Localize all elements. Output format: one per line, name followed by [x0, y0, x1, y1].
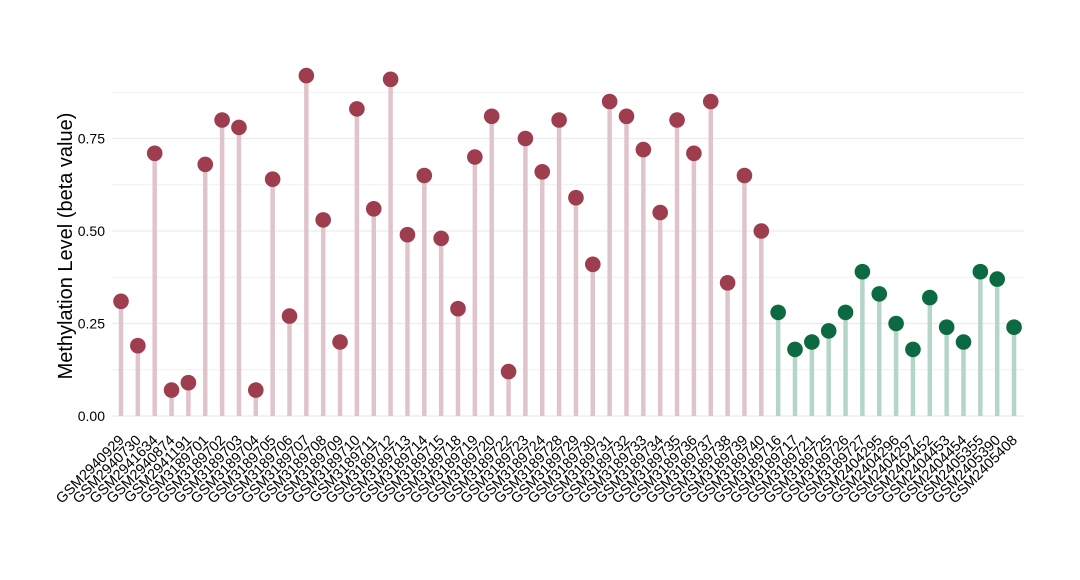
lollipop-point	[315, 212, 332, 228]
lollipop-point	[601, 93, 618, 110]
lollipop-point	[130, 337, 146, 354]
lollipop-point	[332, 334, 348, 350]
lollipop-point	[652, 204, 668, 221]
lollipop-stems	[118, 75, 1017, 416]
lollipop-point	[702, 93, 719, 110]
lollipop-point	[180, 374, 197, 391]
lollipop-point	[163, 382, 180, 398]
y-tick-label: 0.50	[78, 223, 105, 239]
lollipop-point	[467, 149, 483, 165]
lollipop-point	[770, 304, 786, 321]
lollipop-point	[365, 201, 382, 217]
lollipop-point	[669, 112, 685, 128]
lollipop-point	[888, 315, 904, 332]
y-axis-title: Methylation Level (beta value)	[55, 113, 77, 380]
lollipop-point	[433, 230, 449, 247]
lollipop-point	[248, 382, 264, 398]
lollipop-point	[686, 145, 702, 162]
lollipop-point	[989, 271, 1005, 287]
lollipop-point	[804, 334, 820, 350]
lollipop-point	[585, 256, 601, 273]
lollipop-point	[736, 167, 753, 184]
lollipop-point	[551, 112, 567, 128]
lollipop-point	[214, 112, 230, 128]
lollipop-point	[298, 67, 315, 84]
y-tick-label: 0.00	[78, 408, 105, 424]
lollipop-point	[837, 304, 854, 321]
lollipop-point	[1006, 319, 1022, 336]
lollipop-dots	[113, 67, 1022, 398]
lollipop-point	[416, 167, 433, 184]
lollipop-point	[955, 334, 972, 350]
lollipop-point	[568, 189, 584, 206]
lollipop-point	[635, 141, 652, 158]
lollipop-point	[854, 263, 871, 280]
lollipop-point	[534, 164, 551, 180]
y-tick-label: 0.25	[78, 316, 105, 332]
lollipop-point	[450, 300, 466, 317]
lollipop-point	[264, 171, 281, 187]
y-axis: 0.00 0.25 0.50 0.75	[78, 131, 105, 425]
lollipop-point	[197, 156, 214, 173]
lollipop-point	[399, 226, 416, 243]
x-axis: GSM2940929GSM2940730GSM2941634GSM2940874…	[53, 433, 1021, 508]
lollipop-point	[146, 145, 163, 162]
lollipop-point	[820, 323, 837, 339]
lollipop-point	[517, 130, 534, 147]
lollipop-point	[753, 223, 770, 239]
lollipop-point	[113, 293, 129, 310]
lollipop-point	[483, 108, 500, 125]
lollipop-point	[972, 263, 989, 280]
lollipop-point	[871, 286, 888, 302]
lollipop-point	[382, 71, 399, 88]
lollipop-point	[281, 308, 298, 324]
lollipop-point	[922, 289, 938, 306]
lollipop-point	[719, 275, 736, 291]
lollipop-point	[905, 341, 921, 358]
lollipop-point	[349, 101, 365, 117]
lollipop-point	[787, 341, 803, 358]
lollipop-point	[231, 119, 247, 136]
grid-lines	[112, 91, 1024, 417]
lollipop-point	[938, 319, 955, 336]
lollipop-point	[500, 363, 517, 380]
lollipop-point	[618, 108, 635, 125]
y-tick-label: 0.75	[78, 131, 105, 147]
